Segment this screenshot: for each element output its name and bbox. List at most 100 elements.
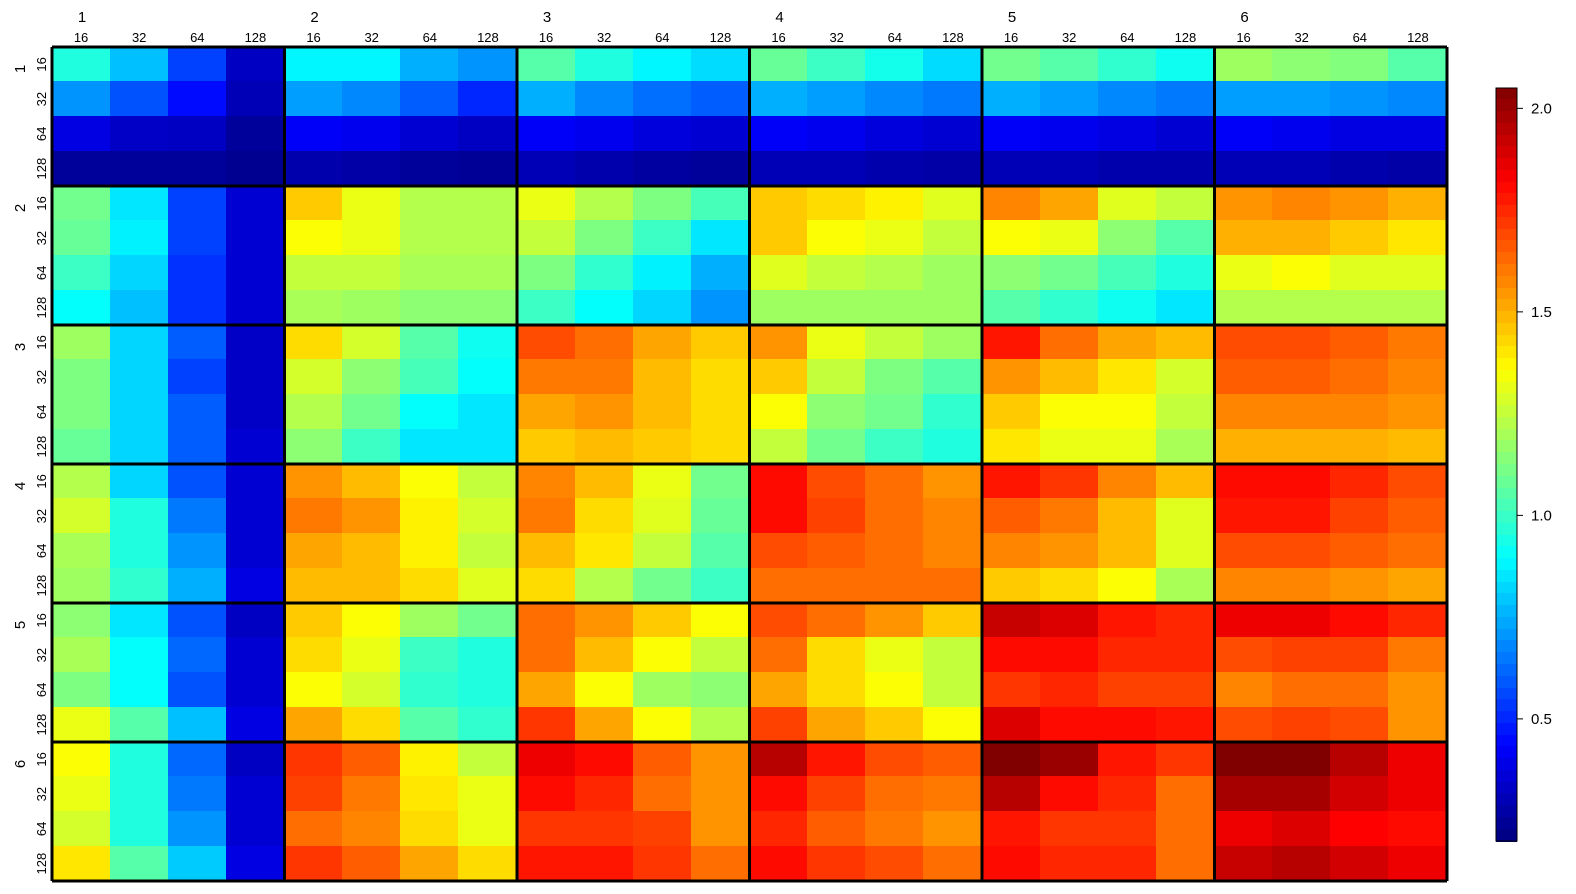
heatmap-cell — [1156, 533, 1215, 569]
heatmap-cell — [1214, 220, 1273, 256]
heatmap-cell — [923, 533, 982, 569]
heatmap-cell — [691, 464, 750, 499]
heatmap-cell — [749, 359, 808, 395]
heatmap-cell — [749, 151, 808, 186]
heatmap-cell — [400, 533, 459, 569]
heatmap-cell — [458, 186, 517, 221]
row-sublevel-label: 128 — [34, 714, 49, 736]
heatmap-cell — [284, 325, 343, 360]
column-sublevel-label: 16 — [1236, 30, 1250, 45]
heatmap-cell — [982, 325, 1041, 360]
colorbar-tick-label: 0.5 — [1531, 711, 1552, 728]
heatmap-cell — [923, 464, 982, 499]
colorbar-swatch — [1496, 546, 1517, 559]
heatmap-cell — [400, 776, 459, 812]
heatmap-cell — [749, 846, 808, 881]
heatmap-cell — [1272, 846, 1331, 881]
heatmap-cell — [575, 220, 634, 256]
heatmap-cell — [1156, 568, 1215, 603]
heatmap-cell — [1214, 359, 1273, 395]
heatmap-cell — [168, 811, 227, 847]
column-labels: 1 16 32 64 128 2 16 32 64 128 3 16 32 64 128 4 16 32 64 128… — [74, 9, 1429, 45]
heatmap-cell — [749, 603, 808, 638]
row-sublevel-label: 32 — [34, 370, 49, 384]
heatmap-cell — [865, 742, 924, 777]
colorbar-swatch — [1496, 629, 1517, 642]
heatmap-cell — [1098, 359, 1157, 395]
heatmap-cell — [982, 498, 1041, 534]
heatmap-cell — [1388, 811, 1447, 847]
colorbar-swatch — [1496, 523, 1517, 536]
heatmap-cell — [458, 255, 517, 291]
heatmap-cell — [52, 429, 111, 464]
heatmap-cell — [284, 290, 343, 325]
heatmap-cell — [517, 255, 576, 291]
heatmap-cell — [749, 325, 808, 360]
colorbar-swatch — [1496, 652, 1517, 665]
colorbar-swatch — [1496, 264, 1517, 277]
heatmap-cell — [923, 707, 982, 742]
heatmap-cell — [1272, 116, 1331, 152]
heatmap-cell — [168, 533, 227, 569]
heatmap-cell — [1272, 186, 1331, 221]
heatmap-cell — [110, 290, 169, 325]
colorbar-swatch — [1496, 429, 1517, 442]
heatmap-cell — [807, 394, 866, 430]
heatmap-cell — [1098, 603, 1157, 638]
row-sublevel-label: 32 — [34, 92, 49, 106]
heatmap-cell — [1272, 776, 1331, 812]
heatmap-cell — [923, 811, 982, 847]
heatmap-cell — [575, 255, 634, 291]
heatmap-cell — [52, 742, 111, 777]
heatmap-cell — [633, 568, 692, 603]
colorbar-swatch — [1496, 817, 1517, 830]
heatmap-cell — [982, 603, 1041, 638]
heatmap-cell — [1388, 707, 1447, 742]
heatmap-cell — [52, 47, 111, 82]
colorbar-swatch — [1496, 405, 1517, 418]
heatmap-cell — [52, 498, 111, 534]
heatmap-cell — [284, 707, 343, 742]
heatmap-cell — [517, 151, 576, 186]
heatmap-cell — [1214, 290, 1273, 325]
heatmap-cell — [807, 290, 866, 325]
colorbar-swatch — [1496, 370, 1517, 383]
row-sublevel-label: 64 — [34, 405, 49, 419]
heatmap-cell — [52, 81, 111, 117]
heatmap-cell — [1330, 47, 1389, 82]
heatmap-cell — [1214, 255, 1273, 291]
heatmap-cell — [168, 429, 227, 464]
heatmap-cell — [923, 603, 982, 638]
heatmap-cell — [1098, 151, 1157, 186]
colorbar-swatch — [1496, 699, 1517, 712]
heatmap-cell — [1040, 533, 1099, 569]
heatmap-cell — [1272, 151, 1331, 186]
heatmap-cell — [1272, 568, 1331, 603]
heatmap-cell — [226, 776, 285, 812]
heatmap-cell — [982, 186, 1041, 221]
heatmap-cell — [982, 464, 1041, 499]
heatmap-cell — [110, 81, 169, 117]
heatmap-cell — [982, 151, 1041, 186]
heatmap-cell — [1156, 325, 1215, 360]
heatmap-cell — [807, 533, 866, 569]
heatmap-cell — [1330, 116, 1389, 152]
heatmap-cell — [517, 637, 576, 673]
heatmap-cell — [110, 255, 169, 291]
heatmap-cell — [1040, 186, 1099, 221]
heatmap-cell — [400, 151, 459, 186]
column-sublevel-label: 32 — [1294, 30, 1308, 45]
heatmap-cell — [749, 742, 808, 777]
heatmap-cell — [691, 116, 750, 152]
heatmap-cell — [458, 672, 517, 708]
heatmap-cell — [458, 429, 517, 464]
heatmap-cell — [1388, 603, 1447, 638]
heatmap-cell — [749, 290, 808, 325]
heatmap-cell — [342, 742, 401, 777]
heatmap-cell — [110, 603, 169, 638]
heatmap-cell — [400, 359, 459, 395]
heatmap-cell — [342, 325, 401, 360]
colorbar-swatch — [1496, 829, 1517, 842]
heatmap-cell — [458, 116, 517, 152]
column-sublevel-label: 32 — [364, 30, 378, 45]
